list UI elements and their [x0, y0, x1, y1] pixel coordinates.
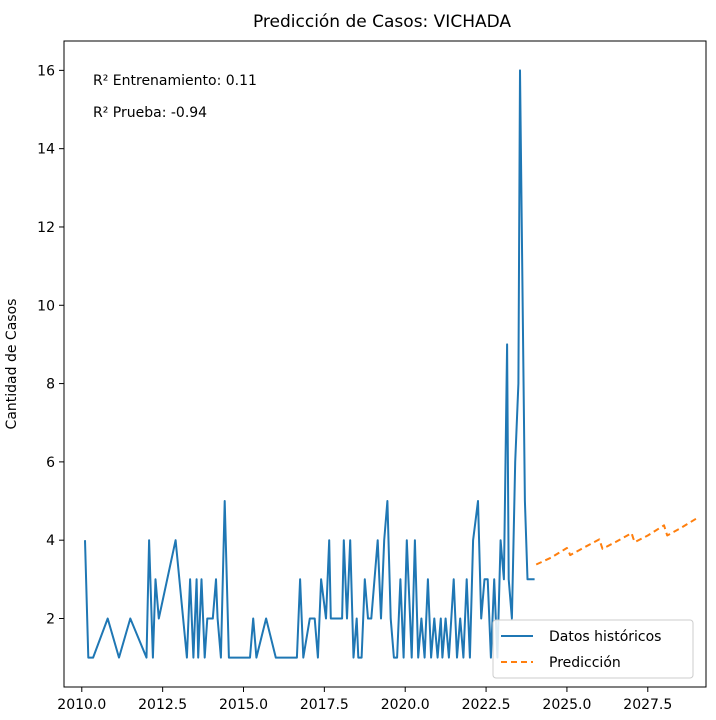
plot-frame — [63, 40, 707, 688]
y-tick-label: 2 — [46, 611, 55, 627]
y-tick-label: 4 — [46, 533, 55, 549]
x-tick-label: 2010.0 — [57, 697, 106, 713]
y-axis-label: Cantidad de Casos — [4, 299, 20, 430]
series-line-historical — [84, 69, 535, 659]
x-tick-label: 2015.0 — [219, 697, 268, 713]
y-tick-label: 10 — [37, 298, 55, 314]
y-tick-label: 16 — [37, 63, 55, 79]
annotation-r2-test: R² Prueba: -0.94 — [93, 105, 207, 121]
x-tick-label: 2012.5 — [138, 697, 187, 713]
legend-label-prediction: Predicción — [549, 655, 621, 671]
annotation-r2-train: R² Entrenamiento: 0.11 — [93, 73, 257, 89]
x-tick-label: 2017.5 — [300, 697, 349, 713]
series-line-prediction — [535, 517, 697, 566]
x-axis-ticks: 2010.0 2012.5 2015.0 2017.5 2020.0 2022.5 2025… — [57, 687, 672, 713]
series-layer — [84, 69, 697, 659]
y-tick-label: 8 — [46, 377, 55, 393]
legend: Datos históricos Predicción — [492, 619, 694, 679]
x-tick-label: 2025.0 — [542, 697, 591, 713]
y-tick-label: 12 — [37, 220, 55, 236]
y-axis-ticks: 2 4 6 8 10 12 14 16 — [37, 63, 64, 627]
legend-box — [492, 619, 694, 679]
legend-label-historical: Datos históricos — [549, 629, 661, 645]
y-tick-label: 6 — [46, 455, 55, 471]
x-tick-label: 2022.5 — [462, 697, 511, 713]
chart-title: Predicción de Casos: VICHADA — [253, 12, 511, 32]
x-tick-label: 2027.5 — [623, 697, 672, 713]
y-tick-label: 14 — [37, 142, 55, 158]
x-tick-label: 2020.0 — [381, 697, 430, 713]
